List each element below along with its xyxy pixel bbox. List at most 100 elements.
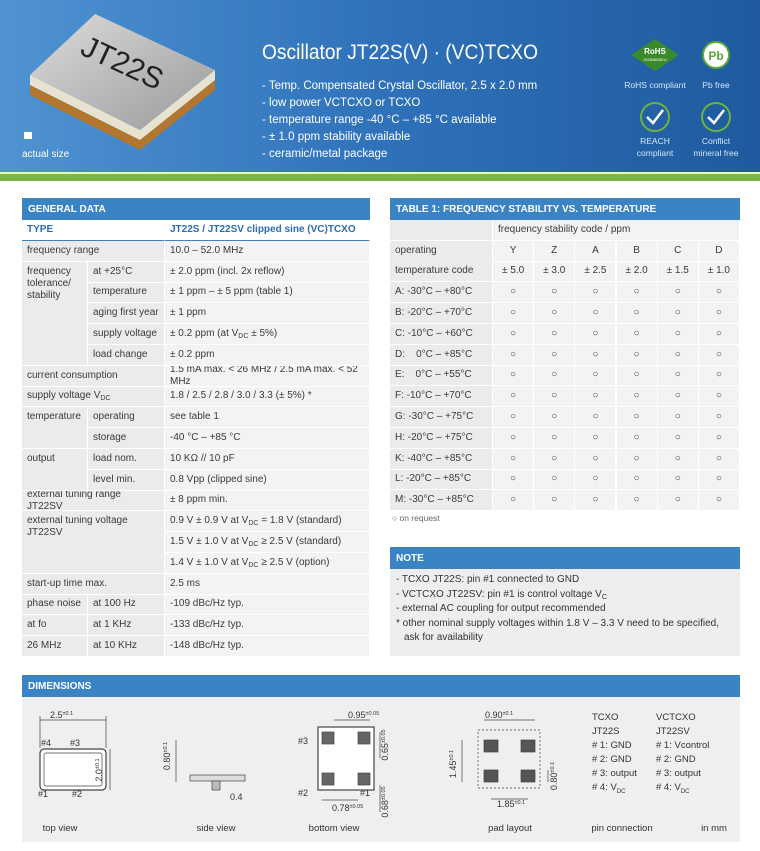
cell-text: ○: [633, 286, 640, 298]
cell-text: ○: [715, 327, 722, 339]
cell-text: -40 °C – +85 °C: [170, 432, 241, 444]
table-cell: 1.8 / 2.5 / 2.8 / 3.0 / 3.3 (± 5%) *: [165, 386, 370, 408]
dim-tolerance: ±0.1: [503, 711, 514, 717]
cell-text: 1.8 / 2.5 / 2.8 / 3.0 / 3.3 (± 5%) *: [170, 390, 312, 402]
table-cell: at fo: [22, 615, 88, 637]
cell-text: ○: [674, 369, 681, 381]
table-cell: ○: [616, 324, 658, 345]
view-caption: in mm: [701, 823, 727, 834]
table-cell: 1.5 V ± 1.0 V at VDC ≥ 2.5 V (standard): [165, 532, 370, 553]
table-cell: L: -20°C – +85°C: [390, 469, 493, 491]
pad: [483, 739, 499, 753]
cell-text: at 100 Hz: [93, 598, 136, 610]
section-title: NOTE: [390, 547, 740, 569]
dim-value: 0.68: [380, 800, 390, 818]
dim-label: 0.78±0.05: [332, 803, 363, 813]
table-cell: 1.4 V ± 1.0 V at VDC ≥ 2.5 V (option): [165, 553, 370, 574]
view-caption: side view: [196, 823, 235, 834]
view-caption: bottom view: [309, 823, 360, 834]
title: Oscillator JT22S(V) · (VC)TCXO: [262, 41, 538, 64]
table-cell: B: [616, 240, 658, 262]
table-cell: ○: [657, 282, 699, 304]
table-cell: ○: [616, 344, 658, 366]
cell-text: operating: [93, 411, 135, 423]
table-cell: 26 MHz: [22, 636, 88, 657]
text-segment: ± 5%): [248, 328, 278, 340]
dim-label: 0.90±0.1: [485, 710, 513, 720]
cell-text: ○: [592, 494, 599, 506]
table-cell: ○: [575, 344, 617, 366]
dimension-drawings: [39, 716, 549, 812]
cell-text: supply voltage VDC: [27, 390, 111, 402]
top-view-lid: [43, 752, 103, 787]
cell-text: ○: [510, 411, 517, 423]
cell-text: Y: [509, 244, 517, 256]
view-caption: top view: [43, 823, 78, 834]
cell-text: ○: [715, 411, 722, 423]
subscript: DC: [248, 541, 259, 549]
feature: - low power VCTCXO or TCXO: [262, 97, 420, 109]
table-cell: ○: [493, 448, 535, 470]
actual-size-chip: [24, 132, 32, 139]
table-cell: -133 dBc/Hz typ.: [165, 615, 370, 637]
table-cell: -109 dBc/Hz typ.: [165, 594, 370, 616]
cell-text: ○: [674, 348, 681, 360]
pin-label: #2: [72, 789, 82, 799]
cell-text: ○: [674, 473, 681, 485]
dim-label: 2.5±0.1: [50, 710, 73, 720]
table-cell: level min.: [88, 469, 165, 491]
cell-text: TYPE: [27, 224, 54, 235]
table-cell: 10.0 – 52.0 MHz: [165, 241, 370, 262]
cell-text: ○: [592, 327, 599, 339]
cell-text: temperature: [93, 286, 147, 298]
table-cell: 10 KΩ // 10 pF: [165, 449, 370, 470]
table-cell: ○: [534, 386, 576, 408]
table-cell: ○: [575, 282, 617, 304]
cell-text: external tuning range JT22SV: [27, 490, 121, 512]
table-cell: frequency range: [22, 241, 165, 262]
table-cell: ○: [616, 490, 658, 512]
table-cell: ○: [534, 303, 576, 324]
badge-caption: REACH: [640, 136, 670, 146]
table-cell: ± 1.5: [657, 261, 699, 283]
reach-badge: [640, 102, 670, 132]
table-cell: ○: [575, 303, 617, 324]
note-item: * other nominal supply voltages within 1…: [396, 617, 719, 644]
dim-value: 1.85: [497, 799, 515, 809]
pin-text: JT22S: [592, 726, 619, 737]
cell-text: 26 MHz: [27, 640, 62, 652]
section-title: GENERAL DATA: [22, 198, 370, 220]
cell-text: ± 3.0: [543, 265, 566, 277]
cell-text: aging first year: [93, 307, 159, 319]
cell-text: 10 KΩ // 10 pF: [170, 452, 235, 464]
cell-text: supply voltage: [93, 328, 157, 340]
cell-text: ± 8 ppm min.: [170, 494, 228, 506]
subscript: C: [601, 593, 607, 601]
cell-text: ○: [551, 431, 558, 443]
pin-text: # 4: VDC: [656, 782, 690, 795]
dim-tolerance: ±0.1: [95, 758, 101, 769]
table-cell: ± 1.0: [698, 261, 740, 283]
cell-text: at 1 KHz: [93, 619, 132, 631]
cell-text: G: -30°C – +75°C: [395, 411, 474, 423]
table-cell: ○: [575, 469, 617, 491]
feature: - ceramic/metal package: [262, 148, 387, 160]
cell-text: ○: [592, 369, 599, 381]
cell-text: storage: [93, 432, 127, 444]
table-cell: ○: [534, 490, 576, 512]
table-cell: ○: [575, 490, 617, 512]
cell-text: ○: [715, 431, 722, 443]
cell-text: ○: [510, 390, 517, 402]
table-cell: C: -10°C – +60°C: [390, 324, 493, 345]
cell-text: Z: [551, 244, 558, 256]
feature: - Temp. Compensated Crystal Oscillator, …: [262, 80, 537, 92]
pad: [483, 769, 499, 783]
cell-text: 2.5 ms: [170, 577, 201, 589]
table-cell: output: [22, 449, 88, 491]
table-cell: see table 1: [165, 407, 370, 429]
cell-text: ○: [674, 307, 681, 319]
cell-text: frequency range: [27, 244, 100, 256]
table-cell: ○: [493, 365, 535, 387]
cell-text: ○: [592, 411, 599, 423]
pin-text: # 2: GND: [592, 754, 632, 765]
